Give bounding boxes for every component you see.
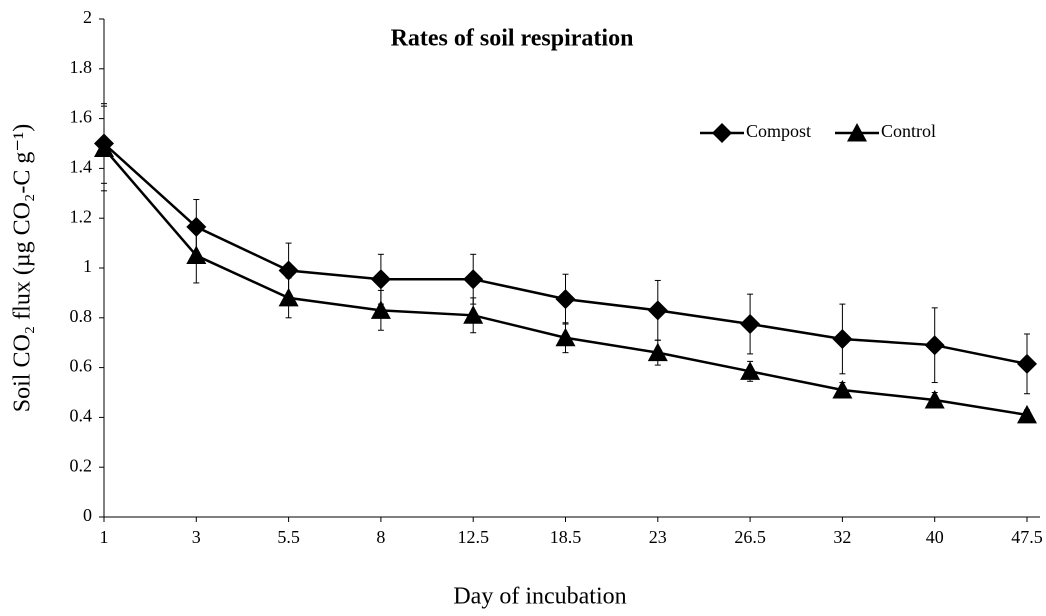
y-tick-label: 0.4 [70,406,93,426]
marker [278,287,299,307]
marker [647,342,668,362]
x-tick-label: 40 [926,527,944,547]
y-tick-label: 1.6 [70,107,93,127]
marker [647,300,668,321]
y-tick-label: 2 [83,7,92,27]
marker [94,138,114,157]
x-tick-label: 32 [833,527,851,547]
marker [740,314,761,335]
y-tick-label: 0.6 [70,356,93,376]
legend-label: Compost [746,121,811,141]
x-tick-label: 26.5 [734,527,766,547]
marker [712,123,732,143]
x-tick-label: 3 [192,527,201,547]
marker [186,245,207,265]
y-tick-label: 0 [83,505,92,525]
y-tick-label: 1.2 [70,206,93,226]
y-tick-label: 1 [83,256,92,276]
y-tick-label: 0.2 [70,455,93,475]
x-tick-label: 12.5 [457,527,489,547]
y-tick-label: 0.8 [70,306,93,326]
marker [555,289,576,310]
x-tick-label: 5.5 [277,527,300,547]
x-tick-label: 23 [649,527,667,547]
y-axis-title: Soil CO₂ flux (µg CO₂-C g⁻¹) [10,124,36,412]
x-tick-label: 18.5 [550,527,582,547]
marker [924,335,945,356]
marker [1017,404,1037,424]
marker [740,361,761,380]
marker [1017,353,1037,374]
marker [832,328,853,349]
y-tick-label: 1.4 [70,157,93,177]
marker [924,389,945,409]
marker [555,327,576,347]
x-tick-label: 8 [376,527,385,547]
x-tick-label: 47.5 [1011,527,1043,547]
marker [278,260,299,281]
legend-label: Control [881,121,936,141]
y-tick-label: 1.8 [70,57,93,77]
marker [370,269,391,290]
marker [186,216,207,237]
marker [370,300,391,319]
marker [832,380,853,399]
chart-title: Rates of soil respiration [391,26,634,52]
marker [463,269,484,290]
x-tick-label: 1 [100,527,109,547]
marker [847,123,868,142]
x-axis-title: Day of incubation [453,584,626,610]
marker [463,305,484,324]
